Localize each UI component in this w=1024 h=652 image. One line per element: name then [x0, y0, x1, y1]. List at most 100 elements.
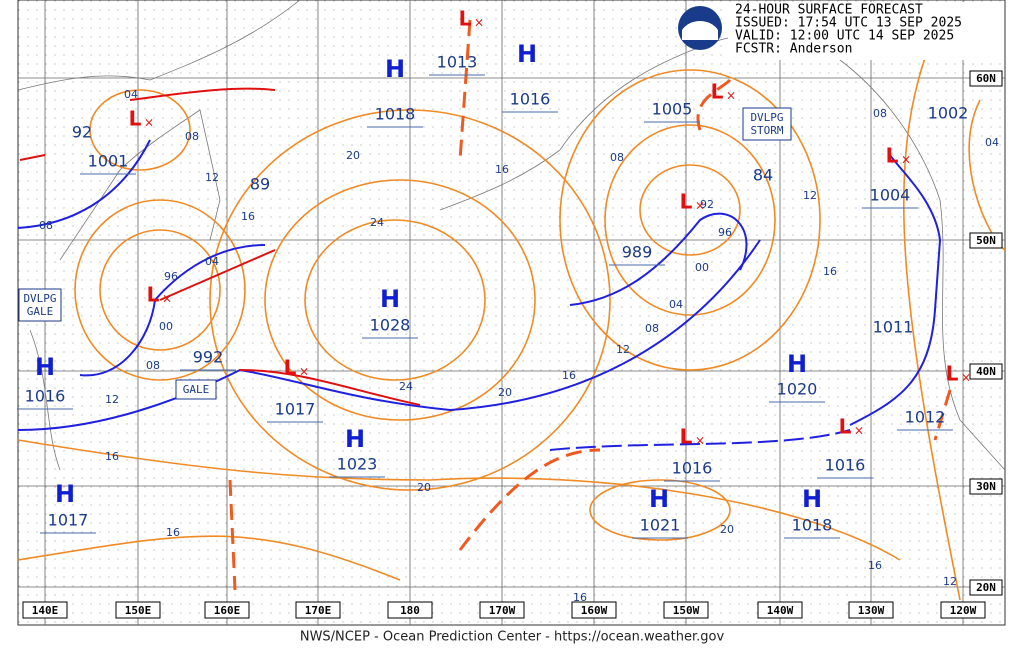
low-symbol: L [459, 7, 472, 31]
isobar-label: 16 [868, 559, 882, 572]
lon-label: 140W [767, 604, 794, 617]
lat-label: 30N [976, 480, 996, 493]
isobar-label: 16 [562, 369, 576, 382]
pressure-label: 96 [718, 226, 732, 239]
pressure-label: 96 [164, 270, 178, 283]
low-x: × [726, 89, 736, 103]
fronts [17, 87, 942, 451]
lat-label: 20N [976, 581, 996, 594]
central-pressure: 1018 [792, 516, 833, 535]
grid [18, 0, 1005, 625]
isobar-label: 20 [417, 481, 431, 494]
isobar-label: 24 [399, 380, 413, 393]
central-pressure: 1001 [88, 152, 129, 171]
low-x: × [474, 16, 484, 30]
low-symbol: L [886, 144, 899, 168]
isobar-label: 16 [495, 163, 509, 176]
isobar-label: 16 [823, 265, 837, 278]
warning-text: STORM [750, 124, 783, 137]
pressure-label: 04 [205, 255, 219, 268]
lat-label: 40N [976, 365, 996, 378]
central-pressure: 1012 [905, 408, 946, 427]
pressure-label: 84 [753, 166, 773, 185]
isobar-label: 08 [185, 130, 199, 143]
isobar-label: 08 [610, 151, 624, 164]
lon-label: 150E [125, 604, 152, 617]
header-line: 24-HOUR SURFACE FORECAST [735, 3, 923, 18]
low-x: × [695, 434, 705, 448]
high-symbol: H [787, 350, 807, 378]
warning-box [742, 107, 792, 141]
pressure-label: 92 [72, 123, 92, 142]
lon-label: 170W [489, 604, 516, 617]
central-pressure: 1018 [375, 105, 416, 124]
central-pressure: 1021 [640, 516, 681, 535]
low-symbol: L [147, 283, 160, 307]
central-pressure: 1023 [337, 455, 378, 474]
isobars [17, 19, 1006, 601]
lon-label: 140E [32, 604, 59, 617]
isobar-label: 04 [124, 88, 138, 101]
low-x: × [854, 424, 864, 438]
isobar-label: 12 [205, 171, 219, 184]
isobar-label: 20 [498, 386, 512, 399]
header-line: VALID: 12:00 UTC 14 SEP 2025 [735, 29, 954, 44]
isobar-label: 08 [146, 359, 160, 372]
central-pressure: 1028 [370, 316, 411, 335]
isobar-label: 12 [616, 343, 630, 356]
central-pressure: 1016 [25, 387, 66, 406]
pressure-label: 1002 [928, 104, 969, 123]
header-line: ISSUED: 17:54 UTC 13 SEP 2025 [735, 16, 962, 31]
isobar-label: 16 [105, 450, 119, 463]
central-pressure: 1017 [275, 400, 316, 419]
lon-label: 160W [581, 604, 608, 617]
high-symbol: H [35, 353, 55, 381]
lon-box [479, 601, 525, 619]
warning-text: GALE [27, 305, 54, 318]
isobar-label: 20 [346, 149, 360, 162]
low-x: × [695, 199, 705, 213]
map-frame [17, 0, 1006, 626]
central-pressure: 1020 [777, 380, 818, 399]
central-pressure: 1016 [672, 459, 713, 478]
isobar-label: 12 [803, 189, 817, 202]
footer: NWS/NCEP - Ocean Prediction Center - htt… [300, 630, 725, 645]
lat-box [969, 70, 1003, 87]
lat-box [969, 232, 1003, 249]
central-pressure: 992 [193, 348, 224, 367]
low-symbol: L [284, 356, 297, 380]
isobar-label: 08 [873, 107, 887, 120]
central-pressure: 1016 [825, 456, 866, 475]
isobar-label: 20 [720, 523, 734, 536]
low-symbol: L [129, 107, 142, 131]
lon-box [848, 601, 894, 619]
lon-label: 180 [400, 604, 420, 617]
header-line: FCSTR: Anderson [735, 42, 852, 57]
high-symbol: H [517, 40, 537, 68]
isobar-label: 12 [105, 393, 119, 406]
lon-box [295, 601, 341, 619]
lon-box [940, 601, 986, 619]
header-box [728, 2, 1003, 60]
lon-label: 160E [214, 604, 241, 617]
central-pressure: 1004 [870, 186, 911, 205]
isobar-label: 12 [943, 575, 957, 588]
isobar-label: 08 [645, 322, 659, 335]
isobar-label: 24 [370, 216, 384, 229]
lon-box [387, 601, 433, 619]
warning-text: GALE [183, 383, 210, 396]
pressure-label: 1011 [873, 318, 914, 337]
high-symbol: H [649, 485, 669, 513]
lon-box [204, 601, 250, 619]
isobar-label: 08 [39, 219, 53, 232]
warning-text: DVLPG [750, 111, 783, 124]
lon-box [757, 601, 803, 619]
lon-label: 120W [950, 604, 977, 617]
pressure-label: 00 [695, 261, 709, 274]
warning-box [18, 288, 62, 322]
isobar-label: 16 [166, 526, 180, 539]
high-symbol: H [345, 425, 365, 453]
low-x: × [901, 153, 911, 167]
high-symbol: H [802, 485, 822, 513]
